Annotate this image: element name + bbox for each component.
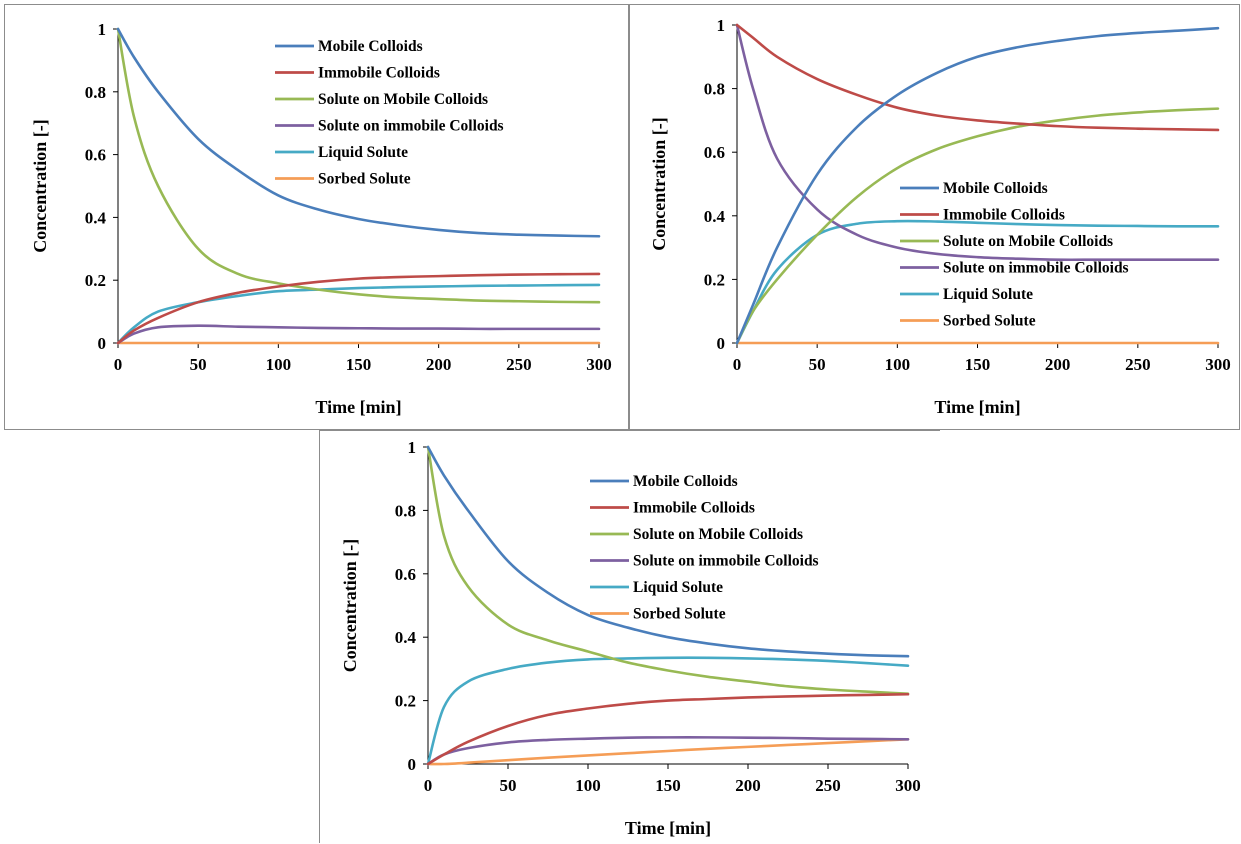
y-tick-label: 0.6	[704, 143, 725, 162]
series-group	[735, 23, 1220, 345]
x-tick-label: 100	[885, 355, 911, 374]
y-tick-label: 0	[717, 334, 726, 353]
series-line-sorbed-solute	[426, 737, 910, 766]
x-tick-label: 250	[506, 355, 532, 374]
y-tick-label: 0.4	[704, 207, 726, 226]
series-line-solute-on-mobile-colloids	[116, 27, 601, 304]
line-chart-1: 0 0.2 0.4 0.6 0.8 1 0 50 100 150 200 250 300 Time [mi…	[30, 20, 612, 417]
x-axis-title: Time [min]	[934, 397, 1020, 417]
x-tick-label: 50	[500, 776, 517, 795]
series-line-solute-on-mobile-colloids	[426, 445, 910, 695]
legend-label-liquid-solute: Liquid Solute	[943, 286, 1033, 303]
series-line-solute-on-mobile-colloids	[735, 107, 1220, 345]
y-tick-label: 0.4	[85, 208, 107, 227]
y-tick-label: 0.8	[704, 80, 725, 99]
y-tick-label: 1	[98, 20, 107, 39]
series-line-solute-on-immobile-colloids	[735, 23, 1220, 262]
legend-label-sorbed-solute: Sorbed Solute	[633, 606, 726, 623]
y-tick-label: 0.2	[85, 271, 106, 290]
x-axis-title: Time [min]	[625, 818, 711, 838]
series-line-mobile-colloids	[426, 445, 910, 658]
x-tick-label: 250	[815, 776, 841, 795]
y-axis-title: Concentration [-]	[649, 117, 669, 250]
legend-label-sorbed-solute: Sorbed Solute	[318, 171, 411, 188]
x-tick-label: 50	[809, 355, 826, 374]
legend-label-solute-on-immobile-colloids: Solute on immobile Colloids	[633, 553, 819, 570]
x-tick-label: 0	[114, 355, 123, 374]
y-tick-label: 0.8	[395, 501, 416, 520]
y-axis-title: Concentration [-]	[30, 119, 50, 252]
legend-label-liquid-solute: Liquid Solute	[633, 579, 723, 596]
series-group	[116, 27, 601, 345]
legend-label-mobile-colloids: Mobile Colloids	[943, 180, 1048, 197]
x-tick-label: 100	[575, 776, 601, 795]
legend-label-sorbed-solute: Sorbed Solute	[943, 313, 1036, 330]
legend-label-immobile-colloids: Immobile Colloids	[318, 65, 440, 82]
x-tick-label: 300	[895, 776, 921, 795]
series-line-mobile-colloids	[116, 27, 601, 238]
legend-label-solute-on-mobile-colloids: Solute on Mobile Colloids	[633, 526, 803, 543]
x-tick-label: 250	[1125, 355, 1151, 374]
series-line-immobile-colloids	[426, 692, 910, 766]
legend-label-immobile-colloids: Immobile Colloids	[943, 207, 1065, 224]
series-line-immobile-colloids	[735, 23, 1220, 132]
series-line-immobile-colloids	[116, 272, 601, 345]
chart-panel-bottom: 0 0.2 0.4 0.6 0.8 1 0 50 100 150 200 250 300 Time [mi…	[319, 430, 940, 843]
y-tick-label: 0	[408, 755, 417, 774]
y-tick-label: 0.6	[395, 565, 416, 584]
x-tick-label: 0	[733, 355, 742, 374]
legend: Mobile Colloids Immobile Colloids Solute o…	[275, 38, 504, 188]
series-line-liquid-solute	[735, 219, 1220, 345]
y-tick-label: 0.2	[704, 270, 725, 289]
x-tick-label: 150	[965, 355, 991, 374]
x-tick-label: 150	[655, 776, 681, 795]
x-axis-title: Time [min]	[315, 397, 401, 417]
series-line-solute-on-immobile-colloids	[426, 736, 910, 766]
y-axis-title: Concentration [-]	[340, 539, 360, 672]
legend: Mobile Colloids Immobile Colloids Solute o…	[590, 473, 819, 623]
series-line-liquid-solute	[426, 656, 910, 766]
y-tick-label: 0.4	[395, 628, 417, 647]
chart-panel-top-right: 0 0.2 0.4 0.6 0.8 1 0 50 100 150 200 250 300 Time [mi…	[628, 4, 1240, 430]
legend-label-mobile-colloids: Mobile Colloids	[633, 473, 738, 490]
line-chart-3: 0 0.2 0.4 0.6 0.8 1 0 50 100 150 200 250 300 Time [mi…	[340, 438, 921, 838]
series-line-liquid-solute	[116, 283, 601, 345]
legend-label-solute-on-immobile-colloids: Solute on immobile Colloids	[318, 118, 504, 135]
series-line-solute-on-immobile-colloids	[116, 324, 601, 345]
y-tick-label: 0.6	[85, 146, 106, 165]
legend-label-mobile-colloids: Mobile Colloids	[318, 38, 423, 55]
x-tick-label: 50	[190, 355, 207, 374]
legend-label-liquid-solute: Liquid Solute	[318, 144, 408, 161]
x-tick-label: 300	[1205, 355, 1231, 374]
x-tick-label: 100	[266, 355, 292, 374]
x-tick-label: 300	[586, 355, 612, 374]
series-group	[426, 445, 910, 766]
x-tick-label: 200	[735, 776, 761, 795]
legend-label-solute-on-mobile-colloids: Solute on Mobile Colloids	[318, 91, 488, 108]
legend-label-solute-on-mobile-colloids: Solute on Mobile Colloids	[943, 233, 1113, 250]
y-tick-label: 0.2	[395, 692, 416, 711]
y-tick-label: 1	[717, 16, 726, 35]
x-tick-label: 200	[426, 355, 452, 374]
y-tick-label: 1	[408, 438, 417, 457]
y-tick-label: 0.8	[85, 83, 106, 102]
legend-label-solute-on-immobile-colloids: Solute on immobile Colloids	[943, 260, 1129, 277]
x-tick-label: 150	[346, 355, 372, 374]
chart-panel-top-left: 0 0.2 0.4 0.6 0.8 1 0 50 100 150 200 250 300 Time [mi…	[4, 4, 630, 430]
legend-label-immobile-colloids: Immobile Colloids	[633, 500, 755, 517]
line-chart-2: 0 0.2 0.4 0.6 0.8 1 0 50 100 150 200 250 300 Time [mi…	[649, 16, 1231, 417]
y-tick-label: 0	[98, 334, 107, 353]
x-tick-label: 200	[1045, 355, 1071, 374]
series-line-mobile-colloids	[735, 26, 1220, 345]
x-tick-label: 0	[424, 776, 433, 795]
legend: Mobile Colloids Immobile Colloids Solute o…	[900, 180, 1129, 330]
